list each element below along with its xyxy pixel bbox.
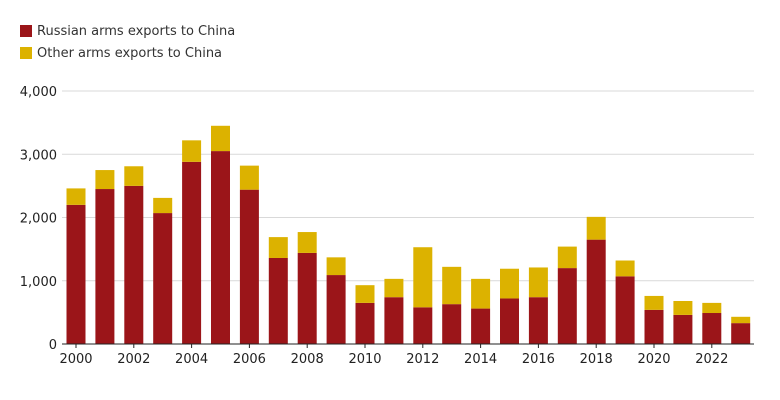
x-tick-label-2010: 2010 (348, 352, 381, 367)
bar-other-2022 (702, 302, 722, 314)
x-tick-label-2022: 2022 (695, 352, 728, 367)
bar-russian-2009 (326, 275, 346, 344)
x-tick-label-2004: 2004 (175, 352, 208, 367)
bar-russian-2006 (239, 189, 259, 344)
legend-label-other: Other arms exports to China (37, 45, 223, 61)
bar-russian-2022 (702, 313, 722, 344)
legend-item-other: Other arms exports to China (20, 42, 235, 64)
bar-other-2012 (413, 247, 433, 308)
bar-russian-2020 (644, 309, 664, 344)
x-tick-label-2020: 2020 (637, 352, 670, 367)
x-tick-label-2008: 2008 (291, 352, 324, 367)
bar-other-2023 (731, 316, 751, 324)
bar-other-2001 (95, 170, 115, 190)
y-tick-label-4000: 4,000 (20, 85, 57, 100)
bar-russian-2011 (384, 297, 404, 344)
bar-russian-2010 (355, 302, 375, 344)
bar-russian-2015 (500, 298, 519, 344)
bar-other-2015 (500, 268, 519, 299)
x-tick-label-2018: 2018 (580, 352, 613, 367)
x-tick-label-2014: 2014 (464, 352, 497, 367)
bar-russian-2014 (471, 308, 491, 344)
x-tick-label-2002: 2002 (117, 352, 150, 367)
legend-swatch-other (20, 47, 32, 59)
bar-other-2018 (586, 216, 606, 240)
bar-other-2009 (326, 257, 346, 276)
bar-russian-2021 (673, 314, 693, 344)
bar-russian-2017 (557, 268, 577, 344)
legend-label-russian: Russian arms exports to China (37, 23, 236, 39)
bar-russian-2012 (413, 307, 433, 344)
bar-russian-2005 (211, 151, 230, 344)
bar-other-2011 (384, 278, 404, 298)
bar-russian-2019 (615, 276, 635, 344)
bar-russian-2013 (442, 304, 462, 344)
legend-item-russian: Russian arms exports to China (20, 20, 235, 42)
bar-russian-2008 (297, 252, 317, 344)
bar-russian-2001 (95, 189, 115, 344)
bar-russian-2000 (66, 204, 86, 344)
bar-other-2002 (124, 166, 144, 186)
bar-russian-2004 (182, 161, 202, 344)
x-tick-label-2000: 2000 (59, 352, 92, 367)
x-tick-label-2016: 2016 (522, 352, 555, 367)
bar-other-2020 (644, 295, 664, 310)
bar-russian-2007 (268, 257, 288, 344)
bar-other-2006 (239, 165, 259, 190)
bar-other-2000 (66, 188, 86, 205)
bar-other-2010 (355, 285, 375, 303)
bar-other-2005 (211, 125, 230, 152)
legend-swatch-russian (20, 25, 32, 37)
bar-other-2003 (153, 197, 173, 214)
x-tick-label-2006: 2006 (233, 352, 266, 367)
bar-other-2016 (528, 267, 548, 298)
x-tick-label-2012: 2012 (406, 352, 439, 367)
y-tick-label-1000: 1,000 (20, 275, 57, 290)
bar-other-2021 (673, 300, 693, 315)
legend: Russian arms exports to China Other arms… (20, 20, 235, 64)
bar-other-2017 (557, 246, 577, 269)
bar-other-2007 (268, 237, 288, 258)
bar-russian-2002 (124, 185, 144, 344)
bar-other-2008 (297, 232, 317, 253)
bar-russian-2016 (528, 297, 548, 344)
bar-other-2019 (615, 260, 635, 277)
bar-other-2014 (471, 278, 491, 309)
bar-other-2004 (182, 140, 202, 162)
y-tick-label-0: 0 (49, 338, 57, 353)
bar-other-2013 (442, 266, 462, 305)
bar-russian-2003 (153, 213, 173, 344)
y-tick-label-3000: 3,000 (20, 148, 57, 163)
bar-russian-2023 (731, 323, 751, 344)
y-tick-label-2000: 2,000 (20, 212, 57, 227)
bar-russian-2018 (586, 239, 606, 344)
